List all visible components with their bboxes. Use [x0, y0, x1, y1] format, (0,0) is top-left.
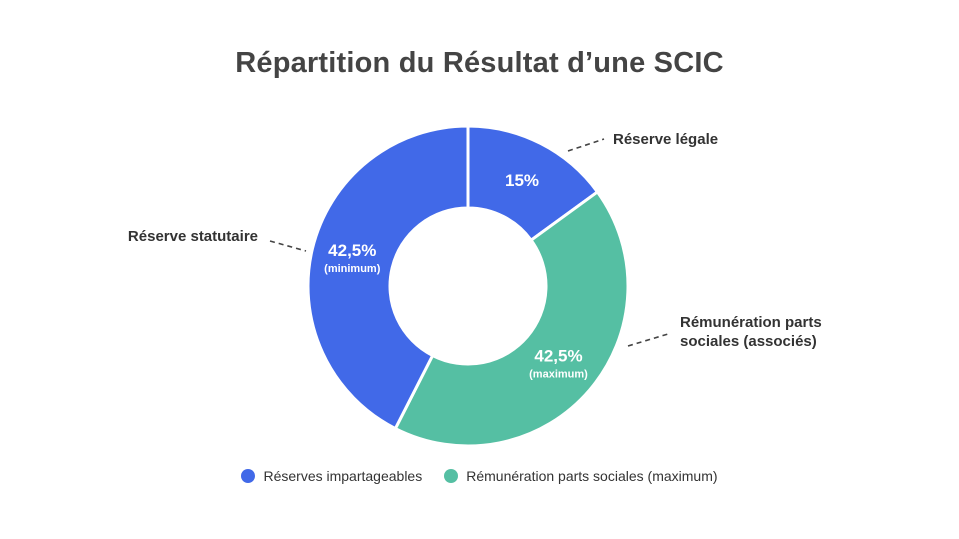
leader-line-remuneration	[627, 333, 669, 347]
callout-remuneration-line-1: Rémunération parts	[680, 314, 822, 331]
legend-label-reserves: Réserves impartageables	[263, 468, 423, 484]
slice-remuneration	[393, 189, 630, 448]
leader-line-reserve-legale	[567, 138, 605, 152]
callout-reserve-statutaire-text: Réserve statutaire	[127, 228, 258, 245]
legend-item-remuneration: Rémunération parts sociales (maximum)	[444, 468, 718, 484]
legend: Réserves impartageables Rémunération par…	[0, 468, 959, 484]
callout-reserve-statutaire: Réserve statutaire	[100, 227, 258, 246]
legend-label-remuneration: Rémunération parts sociales (maximum)	[466, 468, 718, 484]
slice-reserve-legale	[466, 124, 600, 243]
value-label-reserve-legale: 15%	[505, 171, 539, 190]
callout-reserve-legale: Réserve légale	[613, 130, 718, 149]
callout-reserve-legale-text: Réserve légale	[613, 131, 719, 148]
sub-label-reserve-statutaire: (minimum)	[324, 263, 381, 275]
callout-remuneration: Rémunération parts sociales (associés)	[680, 313, 822, 351]
legend-swatch-reserves	[241, 469, 256, 483]
slice-reserve-statutaire	[306, 124, 470, 431]
chart-title: Répartition du Résultat d’une SCIC	[235, 47, 724, 79]
legend-swatch-remuneration	[444, 469, 459, 483]
leader-line-reserve-statutaire	[269, 240, 307, 252]
legend-item-reserves: Réserves impartageables	[241, 468, 422, 484]
value-label-remuneration: 42,5%	[534, 346, 582, 365]
sub-label-remuneration: (maximum)	[529, 368, 588, 380]
value-label-reserve-statutaire: 42,5%	[328, 241, 376, 260]
callout-remuneration-line-2: sociales (associés)	[680, 333, 817, 350]
